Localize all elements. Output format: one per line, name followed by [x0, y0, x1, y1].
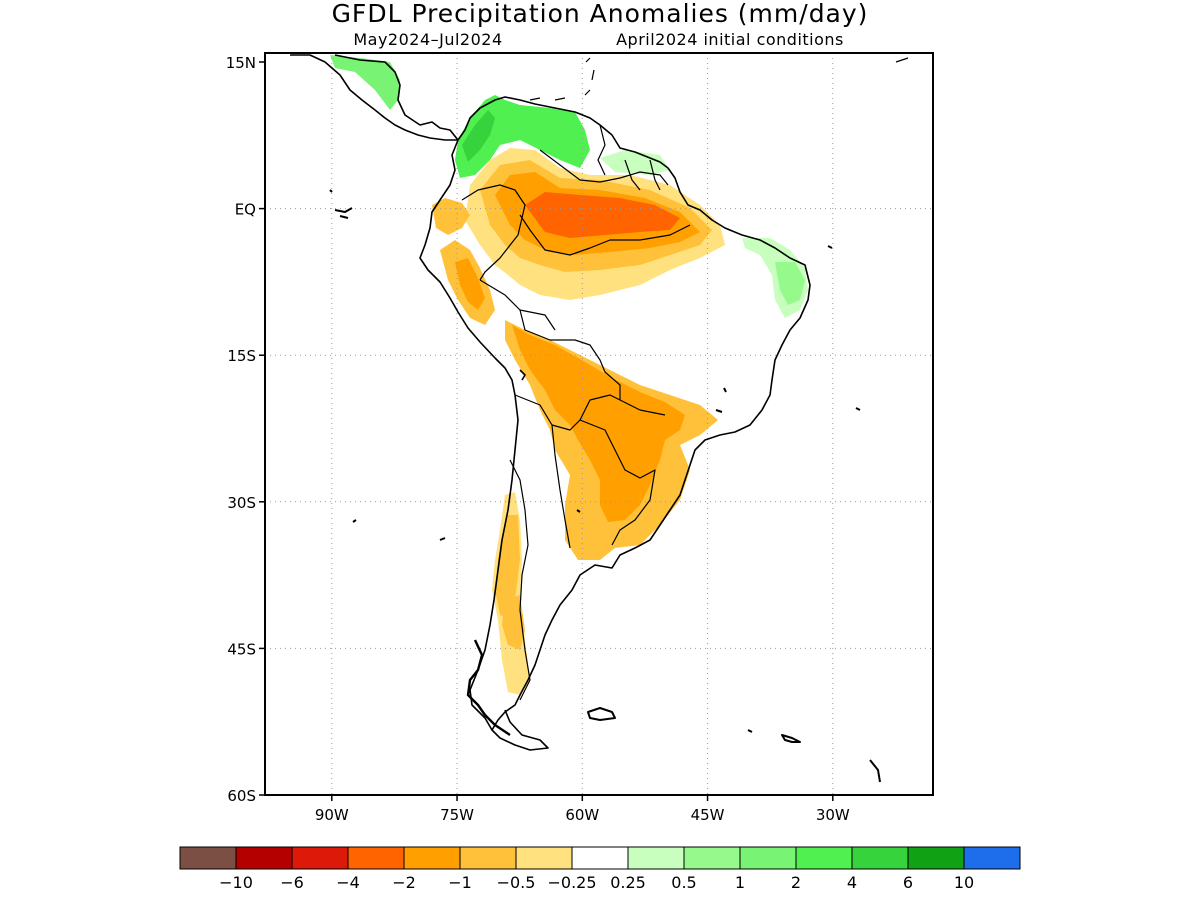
south-america-coastline — [457, 96, 811, 751]
caribbean-islands — [529, 57, 909, 101]
gridlines — [265, 53, 933, 795]
axis-ticks: 15N EQ 15S 30S 45S 60S 90W 75W 60W 45W 30W — [226, 54, 850, 824]
colorbar-label: 10 — [954, 873, 974, 892]
colorbar-label: −6 — [280, 873, 304, 892]
lat-tick-label: 15S — [227, 347, 256, 365]
colorbar: −10 −6 −4 −2 −1 −0.5 −0.25 0.25 0.5 1 2 4 6 10 — [179, 846, 1021, 892]
lon-tick-label: 60W — [565, 806, 599, 824]
pacific-coastline — [419, 139, 519, 731]
colorbar-swatch — [795, 846, 853, 870]
colorbar-label: 6 — [903, 873, 913, 892]
lat-tick-label: 45S — [227, 640, 256, 658]
colorbar-label: −1 — [448, 873, 472, 892]
lat-tick-label: EQ — [235, 201, 256, 219]
colorbar-swatch — [235, 846, 293, 870]
lake-titicaca — [519, 369, 526, 381]
lon-tick-label: 30W — [816, 806, 850, 824]
colorbar-label: 0.25 — [610, 873, 646, 892]
anomaly-amazon-core-dry — [525, 192, 680, 238]
lon-tick-label: 45W — [691, 806, 725, 824]
colorbar-swatch — [851, 846, 909, 870]
central-america-north-coast — [334, 54, 459, 141]
anomaly-central-america-wet — [330, 55, 400, 110]
colorbar-swatch — [963, 846, 1021, 870]
anomaly-northeast-brazil-wet-inner — [775, 262, 805, 305]
colorbar-label: −2 — [392, 873, 416, 892]
colorbar-swatch — [907, 846, 965, 870]
anomaly-fields — [330, 55, 808, 695]
colorbar-swatch — [683, 846, 741, 870]
colorbar-label: 4 — [847, 873, 857, 892]
colorbar-swatch — [739, 846, 797, 870]
anomaly-bolivia-dry-strong — [512, 325, 685, 522]
colorbar-swatch — [571, 846, 629, 870]
country-borders — [461, 124, 691, 701]
colorbar-swatch — [403, 846, 461, 870]
colorbar-swatch — [627, 846, 685, 870]
map-frame — [264, 52, 934, 796]
anomaly-chile-dry-strong — [495, 515, 520, 620]
colorbar-swatch — [459, 846, 517, 870]
colorbar-swatch — [515, 846, 573, 870]
colorbar-swatch — [347, 846, 405, 870]
period-subtitle: May2024–Jul2024 — [353, 30, 502, 49]
colorbar-label: −0.5 — [497, 873, 536, 892]
lat-tick-label: 60S — [227, 787, 256, 805]
colorbar-label: 2 — [791, 873, 801, 892]
small-islands — [329, 189, 881, 783]
central-america-coastline — [290, 54, 458, 141]
coastlines — [290, 54, 909, 783]
colorbar-swatch — [179, 846, 237, 870]
colorbar-label: 0.5 — [671, 873, 696, 892]
south-georgia — [781, 734, 801, 743]
anomaly-peru-dry-inner — [455, 258, 485, 310]
falkland-islands — [587, 707, 616, 721]
anomaly-ecuador-dry — [432, 198, 470, 235]
colorbar-label: −4 — [336, 873, 360, 892]
anomaly-patagonia-dry — [502, 595, 525, 650]
colorbar-label: 1 — [735, 873, 745, 892]
colorbar-swatch — [291, 846, 349, 870]
lon-tick-label: 75W — [440, 806, 474, 824]
chilean-archipelago — [466, 639, 511, 736]
colorbar-label: −10 — [219, 873, 253, 892]
initial-conditions-subtitle: April2024 initial conditions — [616, 30, 844, 49]
anomaly-colombia-wet-inner — [462, 110, 495, 162]
lat-tick-label: 30S — [227, 494, 256, 512]
galapagos-islands — [334, 207, 353, 219]
map-plot-area — [265, 53, 933, 795]
lat-tick-label: 15N — [226, 54, 256, 72]
colorbar-label: −0.25 — [547, 873, 596, 892]
lon-tick-label: 90W — [315, 806, 349, 824]
figure-title: GFDL Precipitation Anomalies (mm/day) — [332, 0, 869, 28]
